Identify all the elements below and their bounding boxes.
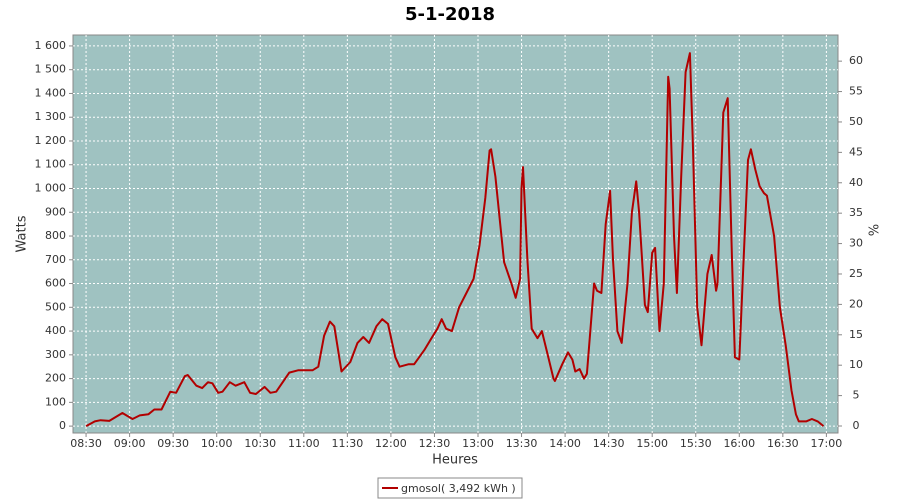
x-tick-label: 11:00 bbox=[288, 437, 320, 450]
y2-tick-label: 25 bbox=[849, 267, 863, 280]
x-tick-label: 15:00 bbox=[636, 437, 668, 450]
x-tick-label: 16:00 bbox=[723, 437, 755, 450]
y2-tick-label: 60 bbox=[849, 54, 863, 67]
y-tick-label: 500 bbox=[45, 300, 66, 313]
chart-title: 5-1-2018 bbox=[405, 4, 495, 25]
y-tick-label: 1 400 bbox=[35, 86, 67, 99]
y2-tick-label: 30 bbox=[849, 237, 863, 250]
legend bbox=[377, 477, 523, 499]
x-tick-label: 13:30 bbox=[506, 437, 538, 450]
y2-tick-label: 55 bbox=[849, 85, 863, 98]
y-tick-label: 1 300 bbox=[35, 110, 67, 123]
y-tick-label: 400 bbox=[45, 324, 66, 337]
y-tick-label: 700 bbox=[45, 253, 66, 266]
x-tick-label: 11:30 bbox=[332, 437, 364, 450]
y-tick-label: 200 bbox=[45, 372, 66, 385]
plot-area bbox=[72, 34, 839, 434]
x-tick-label: 08:30 bbox=[70, 437, 102, 450]
x-tick-label: 12:30 bbox=[419, 437, 451, 450]
y2-tick-label: 0 bbox=[853, 419, 860, 432]
y2-tick-label: 40 bbox=[849, 176, 863, 189]
y-tick-label: 1 100 bbox=[35, 158, 67, 171]
x-tick-label: 14:00 bbox=[549, 437, 581, 450]
y2-axis-label: % bbox=[865, 224, 880, 236]
y2-tick-label: 35 bbox=[849, 206, 863, 219]
y-tick-label: 1 000 bbox=[35, 181, 67, 194]
x-tick-label: 17:00 bbox=[811, 437, 843, 450]
y2-tick-label: 15 bbox=[849, 328, 863, 341]
y2-tick-label: 50 bbox=[849, 115, 863, 128]
x-tick-label: 16:30 bbox=[767, 437, 799, 450]
y-tick-label: 1 600 bbox=[35, 39, 67, 52]
x-tick-label: 13:00 bbox=[462, 437, 494, 450]
x-tick-label: 12:00 bbox=[375, 437, 407, 450]
x-tick-label: 09:30 bbox=[157, 437, 189, 450]
x-tick-label: 10:00 bbox=[201, 437, 233, 450]
y2-tick-label: 10 bbox=[849, 358, 863, 371]
y-tick-label: 900 bbox=[45, 205, 66, 218]
y-axis-label: Watts bbox=[15, 215, 30, 252]
x-tick-label: 15:30 bbox=[680, 437, 712, 450]
x-tick-label: 09:00 bbox=[114, 437, 146, 450]
y-tick-label: 300 bbox=[45, 348, 66, 361]
y-tick-label: 1 200 bbox=[35, 134, 67, 147]
x-tick-label: 14:30 bbox=[593, 437, 625, 450]
y2-tick-label: 5 bbox=[853, 389, 860, 402]
x-tick-label: 10:30 bbox=[244, 437, 276, 450]
y-tick-label: 1 500 bbox=[35, 63, 67, 76]
data-line bbox=[85, 52, 825, 427]
y-tick-label: 800 bbox=[45, 229, 66, 242]
x-axis-label: Heures bbox=[432, 453, 478, 468]
y2-tick-label: 20 bbox=[849, 297, 863, 310]
y-tick-label: 100 bbox=[45, 395, 66, 408]
y-tick-label: 0 bbox=[59, 419, 66, 432]
legend-label: gmosol( 3,492 kWh ) bbox=[401, 482, 516, 495]
y2-tick-label: 45 bbox=[849, 145, 863, 158]
y-tick-label: 600 bbox=[45, 277, 66, 290]
